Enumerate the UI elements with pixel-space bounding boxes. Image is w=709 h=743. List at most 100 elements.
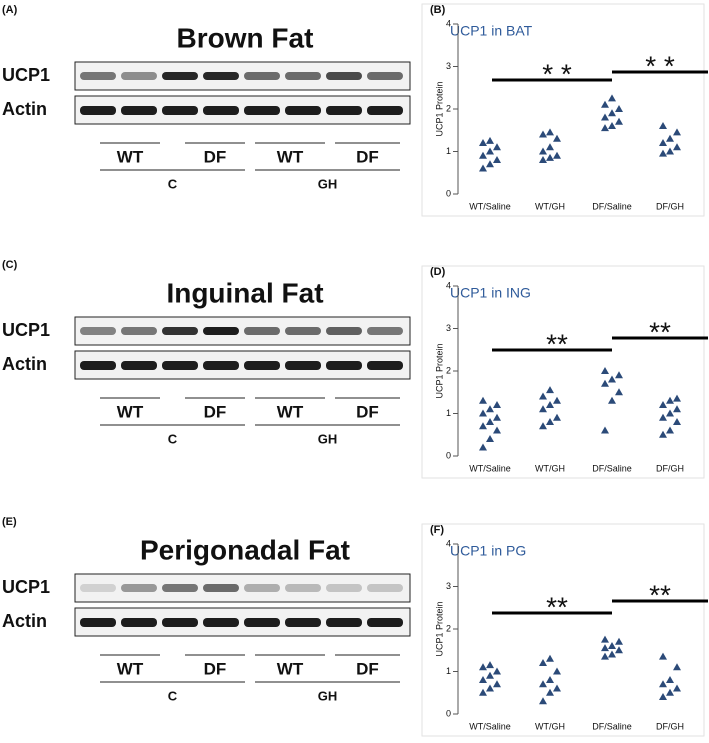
chart-title: UCP1 in ING [450, 285, 531, 301]
y-tick-label: 4 [446, 538, 451, 548]
data-point [608, 109, 616, 117]
blot-band [244, 584, 280, 592]
data-point [673, 128, 681, 136]
data-point [553, 684, 561, 692]
data-point [546, 153, 554, 161]
x-tick-label: WT/Saline [469, 463, 511, 473]
data-point [601, 100, 609, 108]
group-label: DF [204, 147, 227, 166]
x-tick-label: DF/GH [656, 463, 684, 473]
blot-row-label: Actin [2, 99, 47, 119]
blot-band [326, 106, 362, 115]
data-point [539, 156, 547, 163]
group-label: WT [117, 402, 144, 421]
blot-band [285, 361, 321, 370]
blot-band [80, 361, 116, 370]
blot-row-label: UCP1 [2, 65, 50, 85]
data-point [608, 650, 616, 658]
blot-band [244, 361, 280, 370]
blot-band [285, 618, 321, 627]
group-label: DF [356, 402, 379, 421]
blot-band [203, 106, 239, 115]
x-tick-label: WT/GH [535, 721, 565, 731]
data-point [546, 688, 554, 696]
blot-band [367, 361, 403, 370]
y-tick-label: 1 [446, 146, 451, 156]
data-point [479, 409, 487, 417]
data-point [539, 392, 547, 400]
blot-band [367, 106, 403, 115]
data-point [479, 422, 487, 430]
data-point [539, 405, 547, 413]
panel-label: (D) [430, 266, 446, 278]
plot-frame [421, 523, 705, 737]
plot-frame [421, 3, 705, 217]
chart-title: UCP1 in PG [450, 543, 526, 559]
significance-label: * * [645, 50, 675, 81]
y-axis-label: UCP1 Protein [434, 601, 444, 656]
data-point [608, 396, 616, 404]
data-point [486, 147, 494, 155]
blot-band [244, 327, 280, 335]
plot-frame [421, 265, 705, 479]
blot-band [203, 618, 239, 627]
data-point [546, 128, 554, 136]
y-tick-label: 0 [446, 450, 451, 460]
blot-band [80, 327, 116, 335]
data-point [673, 663, 681, 671]
x-tick-label: DF/Saline [592, 463, 632, 473]
data-point [479, 396, 487, 404]
blot-row-label: Actin [2, 611, 47, 631]
data-point [486, 684, 494, 692]
treatment-label: C [168, 176, 178, 191]
data-point [601, 426, 609, 434]
x-tick-label: WT/Saline [469, 721, 511, 731]
blot-band [121, 618, 157, 627]
blot-band [285, 584, 321, 592]
data-point [486, 405, 494, 413]
data-point [673, 418, 681, 425]
x-tick-label: WT/GH [535, 201, 565, 211]
blot-band [121, 584, 157, 592]
blot-band [162, 72, 198, 80]
y-tick-label: 0 [446, 188, 451, 198]
blot-row-label: UCP1 [2, 577, 50, 597]
panel-label: (E) [2, 516, 17, 528]
y-tick-label: 3 [446, 323, 451, 333]
significance-label: ** [649, 316, 671, 347]
data-point [539, 697, 547, 705]
data-point [601, 644, 609, 652]
significance-label: ** [649, 579, 671, 610]
data-point [601, 652, 609, 660]
group-label: WT [277, 147, 304, 166]
treatment-label: GH [318, 176, 338, 191]
y-tick-label: 4 [446, 280, 451, 290]
y-tick-label: 2 [446, 365, 451, 375]
panel-label: (C) [2, 259, 18, 271]
data-point [659, 122, 667, 129]
data-point [608, 94, 616, 102]
blot-band [80, 106, 116, 115]
treatment-label: C [168, 431, 178, 446]
data-point [486, 136, 494, 144]
group-label: WT [117, 147, 144, 166]
data-point [493, 401, 501, 408]
blot-band [121, 327, 157, 335]
data-point [659, 652, 667, 660]
data-point [666, 147, 674, 155]
data-point [553, 151, 561, 159]
y-axis-label: UCP1 Protein [434, 81, 444, 136]
data-point [553, 396, 561, 404]
blot-band [285, 72, 321, 80]
data-point [493, 156, 501, 163]
data-point [666, 688, 674, 696]
x-tick-label: WT/GH [535, 463, 565, 473]
data-point [486, 418, 494, 425]
data-point [615, 371, 623, 379]
significance-label: ** [546, 328, 568, 359]
y-tick-label: 3 [446, 61, 451, 71]
data-point [673, 143, 681, 151]
data-point [615, 388, 623, 396]
group-label: DF [356, 659, 379, 678]
